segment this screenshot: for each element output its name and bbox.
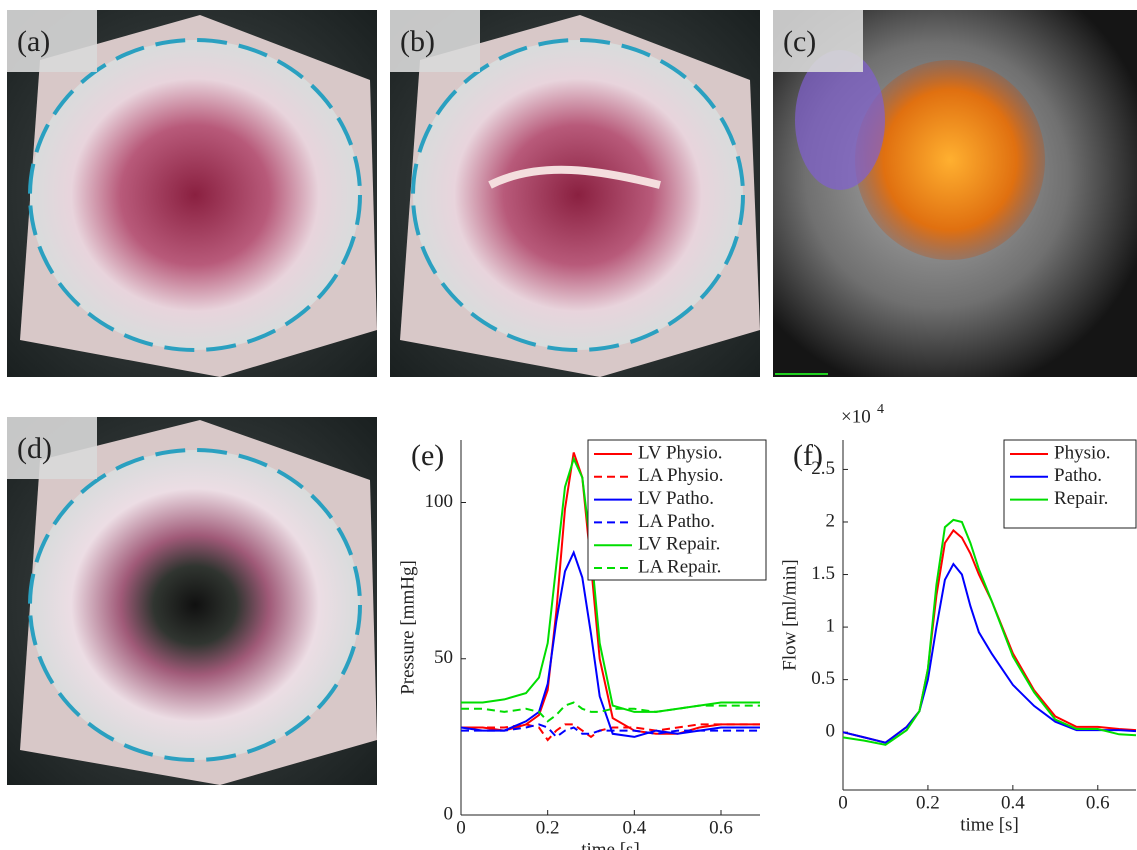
legend-label: Patho. — [1054, 465, 1102, 486]
legend-label: LA Repair. — [638, 556, 721, 577]
x-tick-label: 0.2 — [536, 817, 560, 838]
panel-label: (b) — [400, 25, 435, 58]
x-tick-label: 0.4 — [1001, 792, 1025, 813]
legend-label: LV Patho. — [638, 488, 714, 509]
x-tick-label: 0 — [838, 792, 848, 813]
panel-label: (d) — [17, 432, 52, 465]
x-tick-label: 0.6 — [1086, 792, 1110, 813]
x-tick-label: 0 — [456, 817, 466, 838]
x-tick-label: 0.2 — [916, 792, 940, 813]
page: (a)(b)(c)(d)00.20.40.6050100time [s]Pres… — [0, 0, 1137, 850]
panel-label: (a) — [17, 25, 50, 58]
legend-label: Physio. — [1054, 442, 1111, 463]
figure: (a)(b)(c)(d)00.20.40.6050100time [s]Pres… — [0, 0, 1137, 850]
y-tick-label: 0 — [444, 803, 454, 824]
x-tick-label: 0.4 — [622, 817, 646, 838]
y-tick-label: 50 — [434, 647, 453, 668]
x-tick-label: 0.6 — [709, 817, 733, 838]
y-axis-label: Flow [ml/min] — [779, 559, 800, 670]
legend-label: LV Physio. — [638, 442, 722, 463]
x-axis-label: time [s] — [581, 839, 640, 850]
panel-label: (c) — [783, 25, 816, 58]
legend-label: LV Repair. — [638, 534, 720, 555]
chart-title: (e) — [411, 439, 444, 472]
y-tick-label: 0 — [826, 721, 836, 742]
y-tick-label: 1.5 — [811, 563, 835, 584]
legend-label: LA Physio. — [638, 465, 724, 486]
y-tick-label: 1 — [826, 615, 836, 636]
y-axis-label: Pressure [mmHg] — [397, 560, 418, 695]
y-tick-label: 0.5 — [811, 668, 835, 689]
axis-multiplier-exponent: 4 — [877, 402, 884, 417]
x-axis-label: time [s] — [960, 814, 1019, 835]
axis-multiplier: ×10 — [841, 406, 871, 427]
legend-label: Repair. — [1054, 488, 1108, 509]
chart-title: (f) — [793, 439, 823, 472]
y-tick-label: 2 — [826, 510, 836, 531]
y-tick-label: 100 — [425, 491, 454, 512]
legend-label: LA Patho. — [638, 511, 715, 532]
